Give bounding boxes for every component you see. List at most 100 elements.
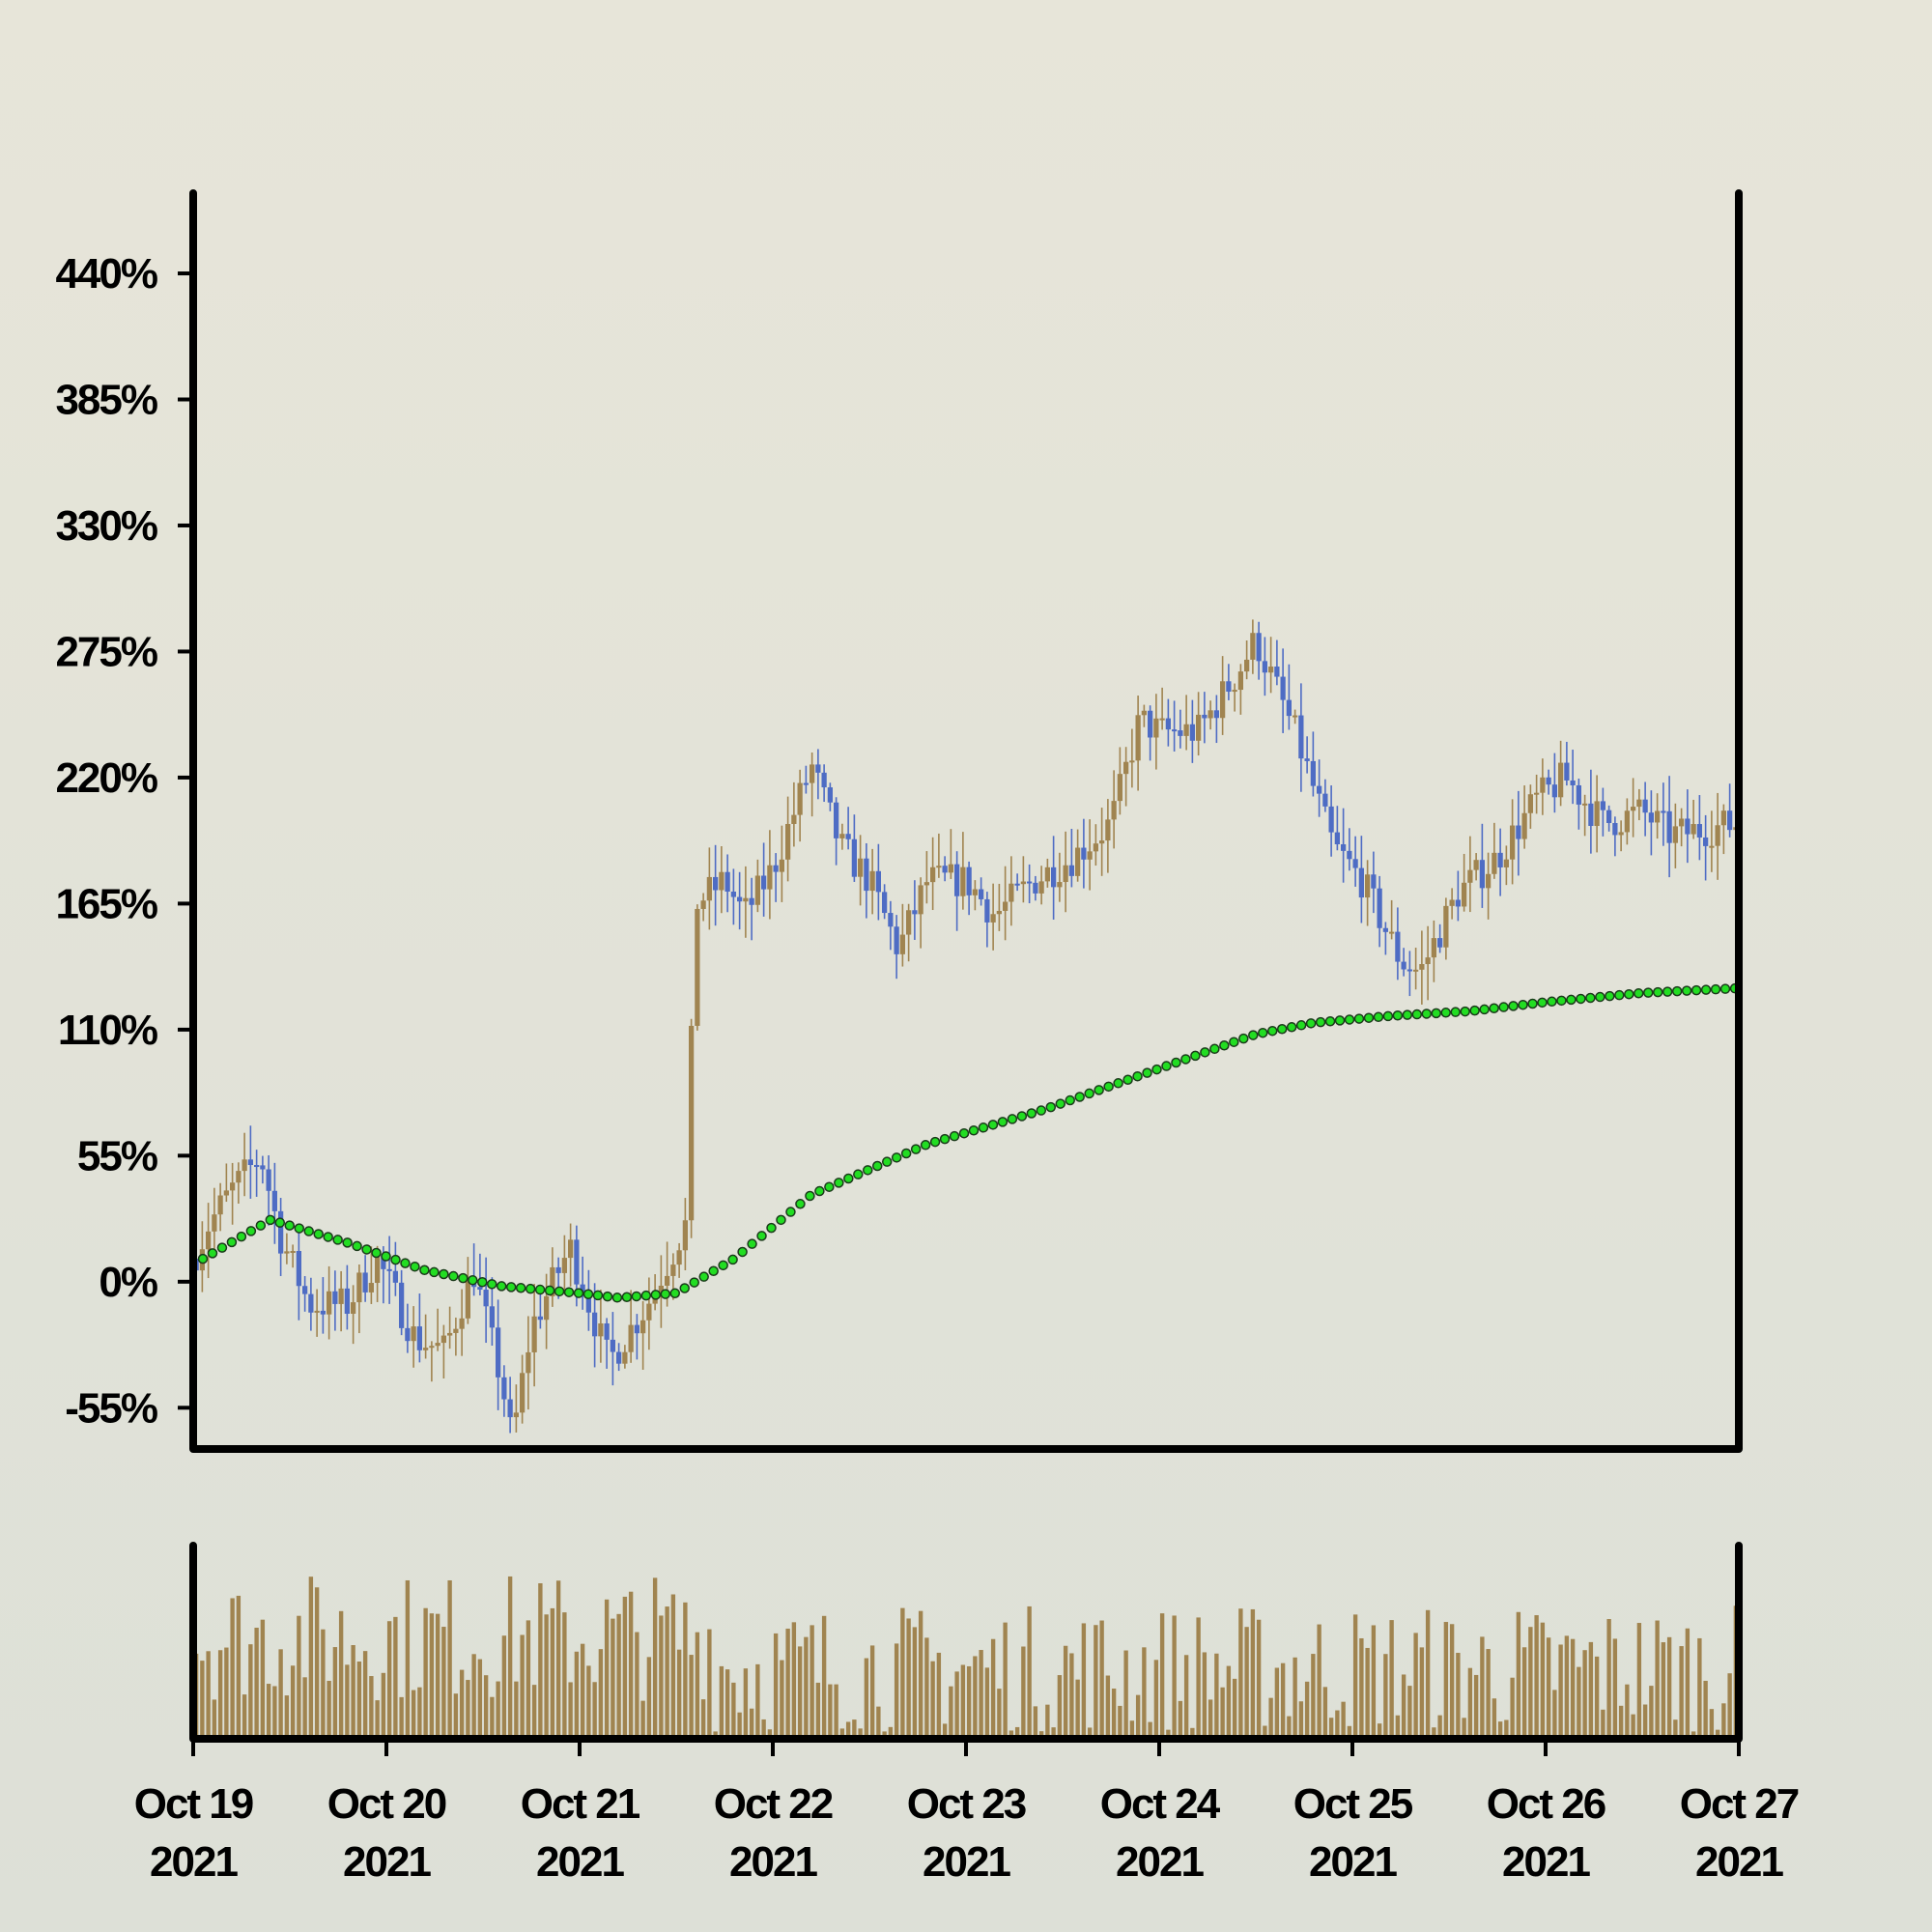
moving-average-point [274, 1217, 286, 1228]
moving-average-point [650, 1290, 662, 1300]
candle-body [1226, 681, 1232, 693]
candle-body [912, 910, 918, 915]
candle-body [749, 897, 754, 905]
candle-body [869, 870, 875, 892]
candle [743, 866, 749, 938]
candle-body [1648, 812, 1654, 823]
volume-bar [254, 1628, 259, 1739]
volume-bar [1057, 1675, 1063, 1739]
candle [1576, 779, 1581, 830]
candle [1600, 787, 1605, 837]
volume-bar [1322, 1687, 1328, 1739]
volume-bar [1582, 1650, 1587, 1739]
moving-average-point [785, 1207, 796, 1217]
candle [314, 1289, 320, 1337]
candle [979, 877, 984, 906]
volume-bar [1564, 1635, 1570, 1739]
candle [435, 1308, 440, 1351]
candle-body [1479, 860, 1485, 889]
candle [507, 1377, 513, 1434]
candle-body [779, 859, 784, 872]
candle [1220, 656, 1226, 735]
candle-body [338, 1288, 344, 1304]
x-tick-label-year: 2021 [923, 1838, 1010, 1886]
candle-body [966, 867, 972, 895]
moving-average-point [1122, 1074, 1133, 1085]
candle-body [489, 1306, 495, 1328]
volume-bar [308, 1577, 314, 1739]
volume-bar [876, 1706, 881, 1739]
y-tick-label: 385% [55, 377, 156, 424]
candle [700, 893, 706, 922]
volume-bar [1642, 1704, 1648, 1739]
volume-bar [695, 1632, 700, 1739]
candle-body [1280, 676, 1286, 700]
candle [942, 856, 948, 882]
volume-bar [864, 1658, 869, 1739]
y-tick-label: 330% [55, 502, 156, 550]
volume-bar [973, 1656, 978, 1739]
moving-average-point [737, 1246, 748, 1258]
volume-bar [665, 1606, 669, 1739]
moving-average-point [1266, 1025, 1278, 1037]
candle-body [1322, 793, 1328, 807]
candle-body [447, 1332, 453, 1336]
candle [1033, 875, 1038, 901]
candle [803, 765, 809, 794]
volume-bar [260, 1619, 266, 1739]
candle [1371, 851, 1377, 914]
candle [302, 1276, 308, 1312]
candle [1099, 808, 1105, 876]
moving-average-point [1142, 1067, 1152, 1078]
moving-average-point [863, 1165, 873, 1176]
moving-average-point [834, 1178, 844, 1188]
moving-average-point [1007, 1114, 1018, 1124]
candle-body [899, 934, 905, 954]
candle-body [1105, 819, 1111, 841]
candle [912, 880, 918, 941]
candle [827, 782, 833, 811]
candle-body [314, 1310, 320, 1313]
candle-body [284, 1251, 290, 1254]
volume-bar [1238, 1608, 1243, 1739]
volume-bar [1268, 1697, 1273, 1739]
candle-body [453, 1328, 459, 1333]
candle-body [1165, 718, 1171, 730]
volume-bar [501, 1635, 507, 1739]
y-tick-label: 0% [99, 1259, 156, 1306]
volume-bar [1558, 1644, 1563, 1739]
volume-bar [531, 1685, 537, 1739]
candle-body [544, 1295, 550, 1321]
volume-bar [1389, 1620, 1394, 1739]
volume-bar [1256, 1619, 1262, 1739]
candle-body [1431, 938, 1436, 958]
volume-bar [1335, 1710, 1340, 1739]
candle-body [266, 1169, 271, 1191]
moving-average-point [323, 1232, 333, 1242]
candle-body [1473, 860, 1479, 870]
x-tick-label-year: 2021 [1502, 1838, 1590, 1886]
candle [1304, 736, 1310, 774]
candle [882, 884, 888, 920]
candle [954, 851, 960, 931]
candle-body [223, 1190, 229, 1196]
moving-average-point [1700, 984, 1712, 995]
candle-body [1075, 847, 1081, 876]
candle [416, 1293, 422, 1363]
volume-bar [815, 1682, 821, 1739]
candle-body [1027, 881, 1033, 884]
volume-bar [924, 1637, 929, 1739]
candle [1159, 687, 1165, 730]
candle-body [537, 1316, 543, 1321]
candle-body [520, 1373, 526, 1413]
moving-average-point [1469, 1005, 1480, 1016]
volume-bar [640, 1700, 645, 1739]
volume-bar [1105, 1675, 1111, 1739]
moving-average-point [910, 1144, 922, 1154]
candle-body [1087, 851, 1093, 860]
moving-average-point [689, 1277, 699, 1288]
candle [1473, 853, 1479, 881]
volume-bar [490, 1696, 495, 1739]
candle [1709, 810, 1715, 872]
candle-body [936, 866, 942, 868]
